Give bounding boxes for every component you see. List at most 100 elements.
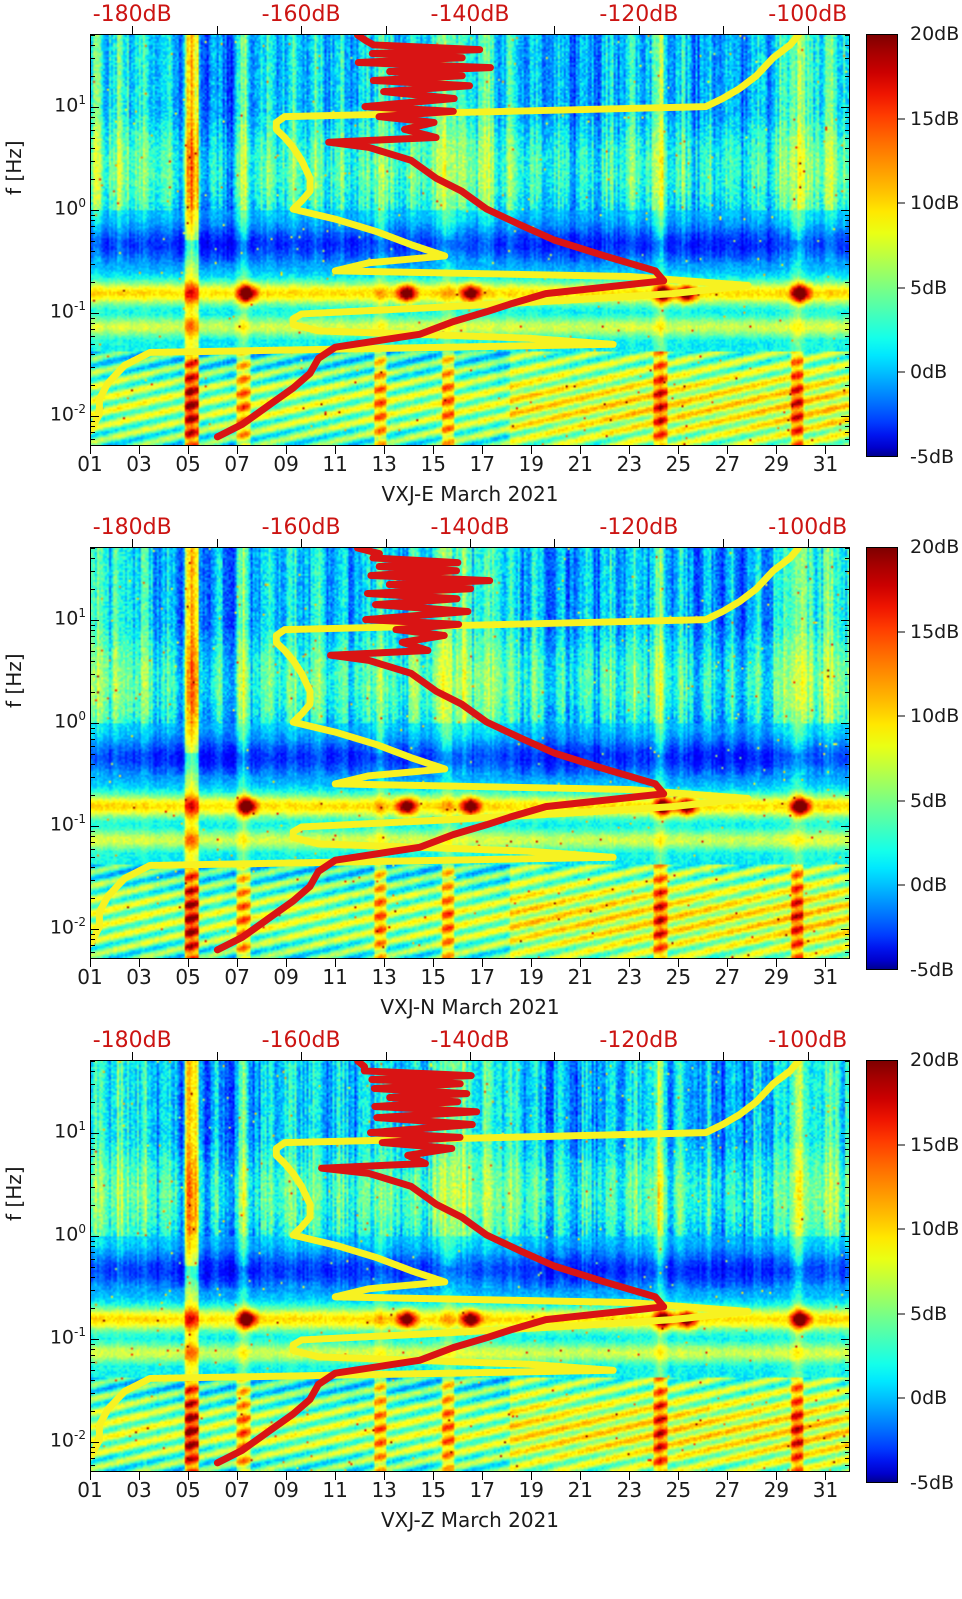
top-tick-mark (216, 26, 218, 34)
y-tick-mark (845, 178, 849, 180)
y-tick-mark (845, 1354, 849, 1356)
y-tick-mark (91, 557, 95, 559)
y-tick-mark (91, 841, 95, 843)
x-tick-label: 01 (77, 452, 103, 476)
x-tick-mark (237, 1472, 239, 1480)
colorbar-tick-label: 10dB (910, 705, 960, 728)
x-tick-label: 17 (469, 965, 495, 989)
y-tick-mark (845, 857, 849, 858)
y-tick-mark (91, 328, 95, 330)
y-tick-mark (91, 732, 95, 734)
y-tick-mark (91, 776, 95, 778)
y-tick-mark (845, 1258, 849, 1260)
y-tick-mark (841, 722, 849, 724)
y-tick-mark (91, 1457, 95, 1459)
y-tick-mark (845, 214, 849, 216)
x-tick-mark (825, 446, 827, 454)
top-tick-label: -140dB (430, 1028, 510, 1053)
top-tick-mark (301, 1052, 303, 1060)
top-tick-label: -180dB (92, 515, 172, 540)
colorbar-tick-label: 0dB (910, 361, 948, 384)
y-tick-mark (845, 745, 849, 747)
x-tick-mark (286, 1472, 288, 1480)
y-tick-mark (845, 841, 849, 843)
y-tick-mark (91, 178, 95, 180)
y-tick-mark (845, 160, 849, 162)
x-tick-mark (384, 446, 386, 454)
x-tick-mark (286, 446, 288, 454)
y-tick-mark (845, 651, 849, 652)
x-tick-mark (727, 446, 729, 454)
x-tick-mark (531, 1472, 533, 1480)
y-tick-mark (845, 1370, 849, 1371)
y-tick-mark (91, 111, 95, 113)
y-tick-mark (91, 727, 95, 729)
top-tick-mark (301, 26, 303, 34)
y-tick-mark (845, 241, 849, 242)
colorbar-tick-mark (898, 715, 905, 717)
y-tick-mark (91, 619, 99, 621)
y-tick-mark (845, 1186, 849, 1188)
x-tick-label: 15 (420, 1478, 446, 1502)
y-tick-mark (845, 570, 849, 572)
x-ticks-z: 01 03 05 07 09 11 13 15 17 19 21 23 25 27 29 31 (77, 1478, 850, 1508)
x-tick-label: 11 (322, 965, 348, 989)
colorbar-tick-label: 5dB (910, 1302, 948, 1325)
x-tick-mark (335, 959, 337, 967)
y-tick-mark (91, 366, 95, 368)
y-tick-mark (91, 353, 95, 355)
y-tick-mark (845, 1101, 849, 1103)
y-tick-mark (91, 420, 95, 422)
top-tick-mark (301, 539, 303, 547)
x-tick-mark (335, 1472, 337, 1480)
x-tick-mark (825, 1472, 827, 1480)
y-tick-mark (91, 75, 95, 77)
x-tick-mark (90, 959, 91, 967)
y-tick-label: 100 (54, 708, 86, 733)
top-tick-mark (216, 539, 218, 547)
y-tick-mark (91, 1343, 95, 1345)
y-tick-mark (845, 1070, 849, 1072)
x-tick-mark (384, 1472, 386, 1480)
y-tick-mark (91, 1148, 95, 1150)
top-tick-mark (554, 539, 556, 547)
y-tick-label: 10-2 (49, 1427, 86, 1452)
y-tick-mark (91, 548, 95, 549)
colorbar-tick-label: 5dB (910, 276, 948, 299)
y-tick-mark (845, 344, 849, 345)
y-tick-label: 101 (54, 605, 86, 630)
colorbar-tick-label: -5dB (910, 959, 955, 981)
y-tick-mark (841, 825, 849, 827)
x-tick-label: 23 (616, 1478, 643, 1502)
colorbar-tick-label: -5dB (910, 446, 955, 468)
y-tick-mark (91, 225, 95, 227)
y-tick-mark (91, 1267, 95, 1268)
y-tick-mark (91, 763, 95, 765)
y-tick-mark (91, 232, 95, 234)
x-tick-mark (678, 1472, 680, 1480)
x-tick-label: 19 (518, 965, 545, 989)
x-tick-mark (384, 959, 386, 967)
y-tick-mark (845, 1173, 849, 1175)
y-tick-mark (845, 727, 849, 729)
x-tick-label: 19 (518, 452, 545, 476)
colorbar-tick-label: 10dB (910, 192, 960, 215)
y-tick-mark (91, 933, 95, 935)
x-tick-mark (629, 959, 631, 967)
y-tick-mark (91, 624, 95, 626)
colorbar-ticks-z: 20dB 15dB 10dB 5dB 0dB -5dB (898, 1049, 962, 1494)
y-tick-mark (841, 415, 849, 417)
colorbar-tick-label: -5dB (910, 1472, 955, 1494)
y-tick-mark (91, 928, 99, 930)
top-axis-z: -180dB -160dB -140dB -120dB -100dB (90, 1026, 850, 1060)
y-tick-mark (91, 431, 95, 433)
y-tick-mark (91, 1070, 95, 1072)
y-tick-mark (845, 353, 849, 355)
x-tick-mark (139, 959, 141, 967)
x-ticks-n: 01 03 05 07 09 11 13 15 17 19 21 23 25 27 29 31 (77, 965, 850, 995)
y-tick-mark (845, 944, 849, 946)
x-tick-mark (482, 959, 484, 967)
y-tick-label: 100 (54, 1221, 86, 1246)
y-tick-mark (845, 691, 849, 693)
